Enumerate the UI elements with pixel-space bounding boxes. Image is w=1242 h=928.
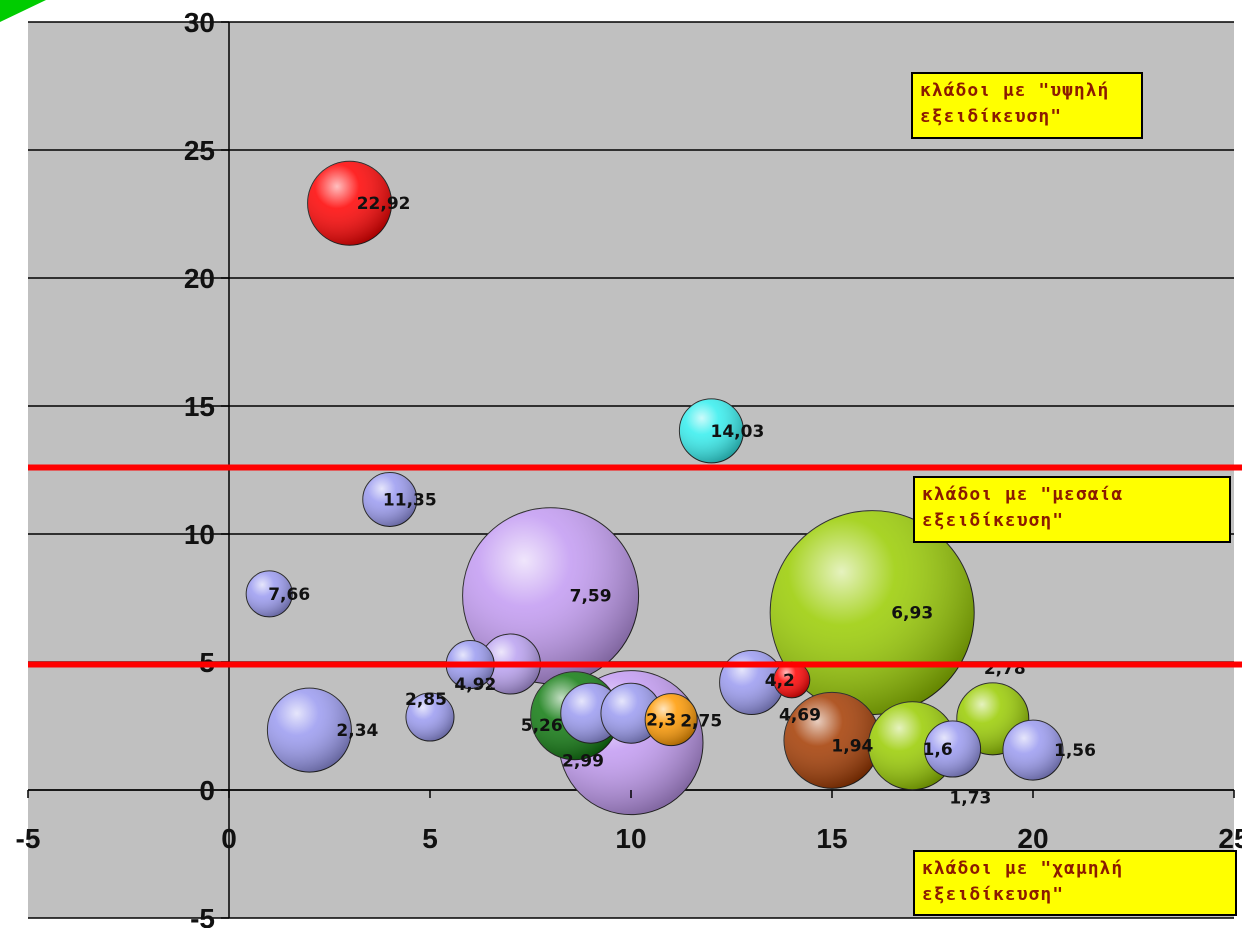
y-tick-label: 10 (184, 519, 215, 550)
y-tick-label: 0 (199, 775, 215, 806)
y-tick-label: 25 (184, 135, 215, 166)
annotation-high-specialization: κλάδοι με "υψηλή εξειδίκευση" (911, 72, 1143, 139)
bubble-shading (601, 683, 661, 744)
y-tick-label: -5 (190, 903, 215, 928)
bubble-shading (924, 721, 981, 778)
x-tick-label: -5 (16, 823, 41, 854)
data-label: 2,3 (646, 711, 676, 731)
annotation-medium-specialization: κλάδοι με "μεσαία εξειδίκευση" (913, 476, 1231, 543)
data-label: 2,99 (562, 752, 604, 772)
bubble-shading (267, 688, 352, 773)
data-label: 11,35 (383, 490, 437, 510)
bubble-shading (773, 661, 810, 698)
annotation-line: κλάδοι με "μεσαία (922, 484, 1124, 505)
data-label: 1,6 (923, 740, 953, 760)
data-label: 6,93 (891, 604, 933, 624)
annotation-line: εξειδίκευση" (920, 106, 1063, 127)
x-tick-label: 20 (1017, 823, 1048, 854)
data-label: 7,66 (268, 585, 310, 605)
bubble-shading (645, 693, 698, 746)
data-label: 1,56 (1054, 741, 1096, 761)
data-label: 2,85 (405, 690, 447, 710)
data-label: 5,26 (521, 716, 563, 736)
annotation-low-specialization: κλάδοι με "χαμηλή εξειδίκευση" (913, 850, 1237, 916)
bubble-shading (362, 472, 417, 527)
data-label: 2,34 (336, 721, 378, 741)
y-tick-label: 15 (184, 391, 215, 422)
bubble-shading (784, 692, 880, 789)
corner-triangle-decoration (0, 0, 46, 22)
data-label: 14,03 (711, 422, 765, 442)
bubble-shading (679, 398, 744, 463)
data-label: 7,59 (570, 587, 612, 607)
data-label: 4,69 (779, 705, 821, 725)
data-label: 1,73 (949, 789, 991, 809)
y-tick-label: 20 (184, 263, 215, 294)
x-tick-label: 25 (1218, 823, 1242, 854)
annotation-line: εξειδίκευση" (922, 884, 1065, 905)
x-tick-label: 15 (816, 823, 847, 854)
data-label: 1,94 (831, 737, 873, 757)
x-tick-label: 5 (422, 823, 438, 854)
data-label: 2,75 (680, 712, 722, 732)
bubble-shading (406, 693, 454, 742)
x-tick-label: 10 (615, 823, 646, 854)
x-tick-label: 0 (221, 823, 237, 854)
data-label: 4,92 (454, 675, 496, 695)
y-tick-label: 30 (184, 7, 215, 38)
annotation-line: εξειδίκευση" (922, 510, 1065, 531)
annotation-line: κλάδοι με "υψηλή (920, 80, 1110, 101)
annotation-line: κλάδοι με "χαμηλή (922, 858, 1124, 879)
bubble-shading (246, 570, 293, 617)
data-label: 4,2 (765, 671, 795, 691)
bubble-shading (1003, 720, 1063, 781)
bubble-shading (307, 161, 392, 246)
data-label: 22,92 (357, 194, 411, 214)
